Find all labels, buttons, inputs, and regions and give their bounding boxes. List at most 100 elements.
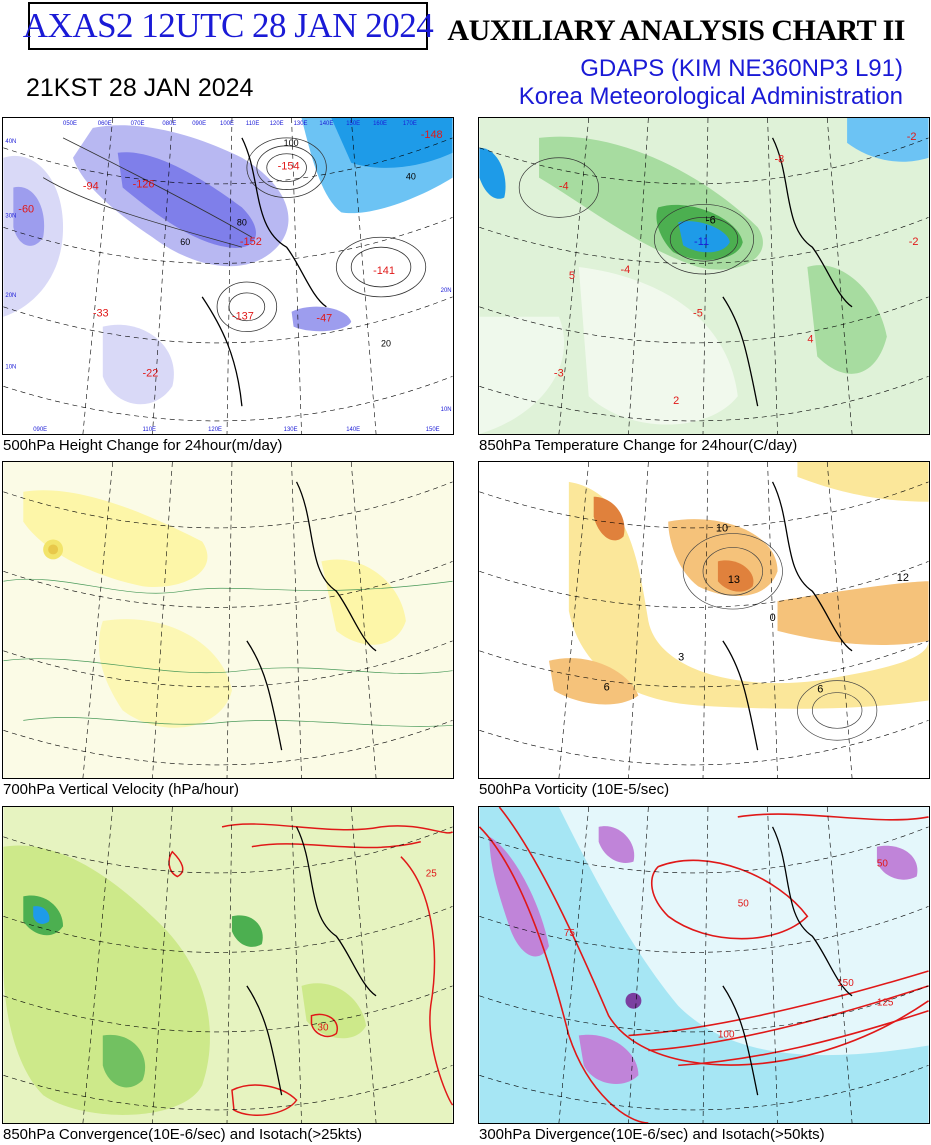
height-label: 60 bbox=[180, 237, 190, 247]
panel-caption: 300hPa Divergence(10E-6/sec) and Isotach… bbox=[479, 1126, 825, 1143]
height-change-map: -154 -152 -137 -141 -126 -94 -60 -22 -47… bbox=[3, 118, 453, 434]
convergence-south bbox=[102, 1034, 146, 1088]
lon-tick-label: 150E bbox=[426, 427, 440, 433]
height-fall-northeast-core bbox=[331, 118, 453, 168]
lon-tick-label: 120E bbox=[208, 427, 222, 433]
height-label: -47 bbox=[316, 313, 332, 325]
temp-label: -4 bbox=[621, 264, 631, 276]
isotach-label: 50 bbox=[877, 859, 889, 870]
lat-tick-label: 10N bbox=[441, 407, 452, 413]
height-label: -60 bbox=[18, 203, 34, 215]
vorticity-southwest bbox=[548, 658, 639, 705]
isotach-label: 75 bbox=[564, 928, 576, 939]
lon-tick-label: 110E bbox=[143, 427, 156, 433]
temperature-change-map: -11 -6 -4 -5 -3 2 4 -8 -2 -4 5 -2 bbox=[479, 118, 929, 434]
height-fall-core bbox=[117, 152, 256, 248]
ascent-area-east bbox=[321, 559, 406, 645]
panel-caption: 850hPa Convergence(10E-6/sec) and Isotac… bbox=[3, 1126, 362, 1143]
isotach-label: 150 bbox=[837, 978, 854, 989]
map-panel-height-change: -154 -152 -137 -141 -126 -94 -60 -22 -47… bbox=[2, 117, 454, 435]
temp-label: -6 bbox=[706, 214, 716, 226]
chart-title: AUXILIARY ANALYSIS CHART II bbox=[447, 14, 905, 47]
lat-tick-label: 20N bbox=[5, 293, 16, 299]
height-fall-east bbox=[291, 306, 352, 332]
isotach-label: 50 bbox=[738, 898, 750, 909]
isotach-label: 25 bbox=[426, 869, 438, 880]
temp-label: 5 bbox=[569, 270, 575, 282]
vorticity-label: 6 bbox=[817, 684, 823, 696]
lon-tick-label: 140E bbox=[346, 427, 360, 433]
temp-label: -11 bbox=[694, 236, 709, 248]
cooling-peak bbox=[678, 221, 730, 253]
height-label: 20 bbox=[381, 339, 391, 349]
height-fall-south bbox=[102, 324, 174, 405]
panel-caption: 500hPa Height Change for 24hour(m/day) bbox=[3, 437, 283, 454]
panel-caption: 850hPa Temperature Change for 24hour(C/d… bbox=[479, 437, 798, 454]
lon-tick-label: 060E bbox=[98, 121, 112, 127]
panel-caption: 700hPa Vertical Velocity (hPa/hour) bbox=[3, 781, 239, 798]
vorticity-label: 10 bbox=[716, 523, 728, 535]
vorticity-band bbox=[568, 481, 929, 709]
lon-tick-label: 130E bbox=[284, 427, 298, 433]
divergence-core-west bbox=[489, 836, 549, 957]
lon-tick-label: 160E bbox=[373, 121, 387, 127]
divergence-peak bbox=[625, 992, 642, 1009]
lon-tick-label: 120E bbox=[270, 121, 284, 127]
vertical-velocity-map bbox=[3, 462, 453, 778]
lon-tick-label: 170E bbox=[403, 121, 417, 127]
vorticity-label: 3 bbox=[678, 652, 684, 664]
isotach-label: 125 bbox=[877, 998, 894, 1009]
temp-label: -8 bbox=[775, 154, 785, 166]
neutral-area bbox=[479, 316, 565, 434]
map-panel-vertical-velocity bbox=[2, 461, 454, 779]
lon-tick-label: 090E bbox=[192, 121, 206, 127]
height-label: 100 bbox=[284, 138, 299, 148]
local-time: 21KST 28 JAN 2024 bbox=[26, 74, 254, 102]
lon-tick-label: 100E bbox=[220, 121, 234, 127]
divergence-core-east bbox=[876, 845, 918, 880]
height-label: 80 bbox=[237, 217, 247, 227]
temp-label: -2 bbox=[909, 236, 919, 248]
map-panel-vorticity: 10 13 6 3 0 12 6 bbox=[478, 461, 930, 779]
lat-tick-label: 10N bbox=[5, 364, 16, 370]
lon-tick-label: 110E bbox=[246, 121, 259, 127]
panel-caption: 500hPa Vorticity (10E-5/sec) bbox=[479, 781, 670, 798]
lon-tick-label: 080E bbox=[162, 121, 176, 127]
ascent-area-south bbox=[98, 619, 232, 728]
vorticity-peak bbox=[717, 560, 754, 592]
cooling-northeast bbox=[847, 118, 929, 162]
isotach-label: 30 bbox=[317, 1023, 329, 1034]
temp-label: -4 bbox=[559, 181, 569, 193]
height-fall-west-core bbox=[13, 186, 45, 246]
height-label: 40 bbox=[406, 172, 416, 182]
height-label: -148 bbox=[421, 129, 443, 141]
map-panel-divergence: 150 100 50 125 75 50 bbox=[478, 806, 930, 1124]
vorticity-label: 6 bbox=[604, 682, 610, 694]
convergence-map: 25 30 bbox=[3, 807, 453, 1123]
lat-tick-label: 20N bbox=[441, 288, 452, 294]
model-name: GDAPS (KIM NE360NP3 L91) bbox=[580, 55, 903, 82]
height-label: -152 bbox=[240, 236, 262, 248]
convergence-core-central bbox=[231, 915, 263, 947]
temp-label: 4 bbox=[807, 334, 813, 346]
vorticity-map: 10 13 6 3 0 12 6 bbox=[479, 462, 929, 778]
divergence-core-south bbox=[578, 1034, 639, 1084]
cooling-west bbox=[479, 147, 506, 199]
lat-tick-label: 40N bbox=[5, 139, 16, 145]
ascent-spot bbox=[48, 544, 59, 555]
map-panel-temperature-change: -11 -6 -4 -5 -3 2 4 -8 -2 -4 5 -2 bbox=[478, 117, 930, 435]
product-id-box: AXAS2 12UTC 28 JAN 2024 bbox=[23, 2, 434, 50]
warming-east bbox=[807, 265, 887, 374]
lon-tick-label: 140E bbox=[319, 121, 333, 127]
height-label: -154 bbox=[278, 161, 300, 173]
neutral-area-south bbox=[578, 267, 738, 425]
vorticity-label: 12 bbox=[897, 572, 909, 584]
height-label: -22 bbox=[143, 367, 159, 379]
lon-tick-label: 070E bbox=[131, 121, 145, 127]
convergence-east bbox=[301, 983, 367, 1039]
divergence-core-north bbox=[598, 826, 635, 863]
ascent-area bbox=[23, 490, 208, 587]
vorticity-peak-west bbox=[593, 496, 625, 541]
convergence-peak bbox=[33, 906, 50, 924]
height-label: -33 bbox=[93, 308, 109, 320]
